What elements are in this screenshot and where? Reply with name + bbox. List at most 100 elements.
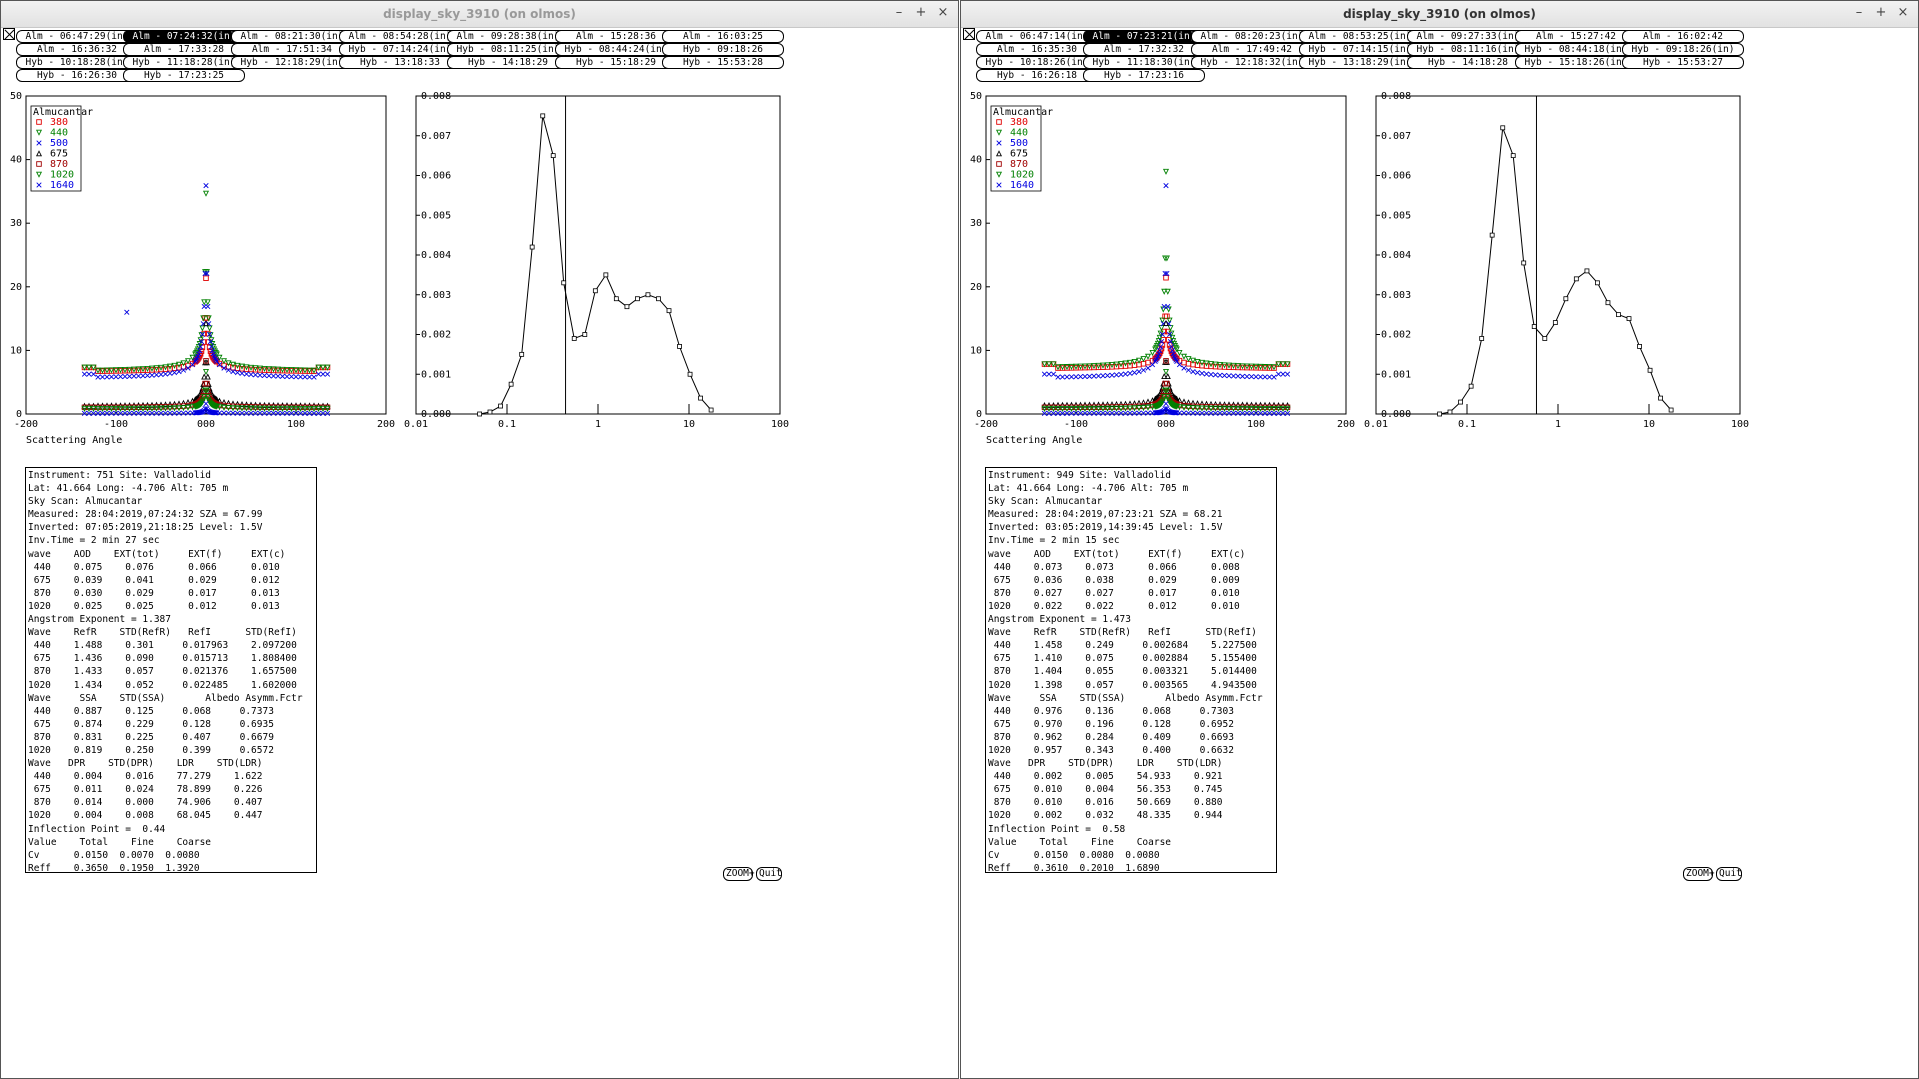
scan-button[interactable]: Alm - 08:54:28(in): [339, 30, 461, 43]
scan-button[interactable]: Hyb - 09:18:26: [662, 43, 784, 56]
zoom-button[interactable]: ZOOM+: [723, 867, 755, 881]
scan-button[interactable]: Alm - 09:28:38(in): [447, 30, 569, 43]
window-menu-icon[interactable]: [3, 28, 15, 40]
data-point: [283, 405, 291, 412]
scan-button[interactable]: Hyb - 10:18:28(in): [16, 56, 138, 69]
scan-button[interactable]: Hyb - 15:18:29: [555, 56, 677, 69]
scan-button[interactable]: Alm - 17:32:32: [1083, 43, 1205, 56]
result-line: 1020 1.398 0.057 0.003565 4.943500: [988, 679, 1257, 691]
scan-button[interactable]: Alm - 16:03:25: [662, 30, 784, 43]
title-bar[interactable]: display_sky_3910 (on olmos) – + ×: [1, 1, 958, 28]
result-line: Wave DPR STD(DPR) LDR STD(LDR): [28, 758, 263, 770]
scan-button[interactable]: Alm - 08:53:25(in): [1299, 30, 1421, 43]
scan-button[interactable]: Hyb - 08:11:16(in): [1407, 43, 1529, 56]
scan-button[interactable]: Hyb - 08:11:25(in): [447, 43, 569, 56]
data-point: [86, 371, 92, 377]
scan-button[interactable]: Hyb - 11:18:28(in): [123, 56, 245, 69]
scan-button[interactable]: Alm - 08:21:30(in): [231, 30, 353, 43]
scan-button[interactable]: Alm - 16:36:32: [16, 43, 138, 56]
data-point: [1280, 410, 1286, 416]
close-icon[interactable]: ×: [937, 5, 949, 20]
data-point: [103, 367, 111, 374]
data-point: [1104, 405, 1111, 412]
y-tick-label: 0.001: [421, 369, 451, 380]
result-line: 1020 0.004 0.008 68.045 0.447: [28, 810, 263, 822]
data-point: [1140, 367, 1147, 373]
scan-button[interactable]: Alm - 16:02:42: [1622, 30, 1744, 43]
title-bar[interactable]: display_sky_3910 (on olmos) – + ×: [961, 1, 1918, 28]
data-point: [1140, 399, 1147, 406]
zoom-button[interactable]: ZOOM+: [1683, 867, 1715, 881]
data-point: [243, 371, 250, 377]
close-icon[interactable]: ×: [1897, 5, 1909, 20]
scan-button[interactable]: Hyb - 12:18:29(in): [231, 56, 353, 69]
scan-button[interactable]: Hyb - 14:18:29: [447, 56, 569, 69]
scan-button[interactable]: Hyb - 08:44:24(in): [555, 43, 677, 56]
scan-button[interactable]: Alm - 17:49:42: [1191, 43, 1313, 56]
result-line: 1020 0.002 0.032 48.335 0.944: [988, 810, 1223, 822]
scan-button[interactable]: Hyb - 09:18:26(in): [1622, 43, 1744, 56]
scan-button[interactable]: Alm - 06:47:14(in): [976, 30, 1098, 43]
quit-button[interactable]: Quit: [1716, 867, 1742, 881]
scan-button[interactable]: Hyb - 11:18:30(in): [1083, 56, 1205, 69]
scan-button[interactable]: Hyb - 07:14:15(in): [1299, 43, 1421, 56]
data-point: [189, 354, 196, 361]
x-tick-label: 200: [1337, 419, 1355, 430]
data-point: [1163, 387, 1170, 394]
window-title: display_sky_3910 (on olmos): [1343, 7, 1536, 21]
scan-button[interactable]: Hyb - 17:23:16: [1083, 69, 1205, 82]
scan-button[interactable]: Hyb - 13:18:33: [339, 56, 461, 69]
data-point: [144, 372, 151, 379]
scan-button[interactable]: Alm - 07:23:21(in): [1083, 30, 1205, 43]
scan-button[interactable]: Hyb - 16:26:30: [16, 69, 138, 82]
scan-button[interactable]: Hyb - 17:23:25: [123, 69, 245, 82]
maximize-icon[interactable]: +: [1875, 5, 1887, 20]
scan-button[interactable]: Alm - 15:27:42: [1515, 30, 1637, 43]
data-point: [293, 410, 299, 416]
data-point: [247, 405, 255, 412]
scan-button[interactable]: Alm - 17:33:28: [123, 43, 245, 56]
data-point: [1144, 353, 1152, 360]
data-point: [1207, 405, 1215, 412]
data-point: [1626, 316, 1632, 322]
result-line: Instrument: 949 Site: Valladolid: [988, 470, 1172, 481]
scan-button[interactable]: Hyb - 14:18:28: [1407, 56, 1529, 69]
scan-button[interactable]: Hyb - 07:14:24(in): [339, 43, 461, 56]
scan-button[interactable]: Hyb - 15:53:27: [1622, 56, 1744, 69]
sky-window-right[interactable]: display_sky_3910 (on olmos) – + × Alm - 06:4…: [960, 0, 1919, 1079]
scan-button[interactable]: Hyb - 15:18:26(in): [1515, 56, 1637, 69]
scan-button[interactable]: Hyb - 10:18:26(in): [976, 56, 1098, 69]
scan-button[interactable]: Alm - 15:28:36: [555, 30, 677, 43]
scan-button[interactable]: Alm - 06:47:29(in): [16, 30, 138, 43]
quit-button[interactable]: Quit: [756, 867, 782, 881]
scan-button[interactable]: Hyb - 15:53:28: [662, 56, 784, 69]
scan-button[interactable]: Alm - 09:27:33(in): [1407, 30, 1529, 43]
minimize-icon[interactable]: –: [1855, 5, 1863, 20]
data-point: [1126, 405, 1134, 412]
data-point: [81, 371, 88, 377]
data-point: [279, 405, 286, 412]
y-tick-label: 20: [970, 282, 982, 293]
data-point: [1542, 336, 1548, 341]
scan-button[interactable]: Alm - 16:35:30: [976, 43, 1098, 56]
data-point: [1647, 367, 1653, 373]
scan-button[interactable]: Hyb - 12:18:32(in): [1191, 56, 1313, 69]
maximize-icon[interactable]: +: [915, 5, 927, 20]
scan-button[interactable]: Alm - 17:51:34: [231, 43, 353, 56]
sky-window-left[interactable]: display_sky_3910 (on olmos) – + × Alm - 06:4…: [0, 0, 959, 1079]
data-point: [204, 299, 211, 306]
scan-button[interactable]: Alm - 08:20:23(in): [1191, 30, 1313, 43]
data-point: [117, 373, 124, 380]
data-point: [315, 405, 322, 412]
data-point: [1216, 405, 1224, 412]
scan-button[interactable]: Hyb - 08:44:18(in): [1515, 43, 1637, 56]
result-line: Inflection Point = 0.44: [28, 823, 166, 835]
data-point: [1055, 374, 1061, 380]
minimize-icon[interactable]: –: [895, 5, 903, 20]
scan-button[interactable]: Hyb - 13:18:29(in): [1299, 56, 1421, 69]
scan-button[interactable]: Alm - 07:24:32(in): [123, 30, 245, 43]
window-menu-icon[interactable]: [963, 28, 975, 40]
data-point: [283, 366, 291, 374]
scan-button[interactable]: Hyb - 16:26:18: [976, 69, 1098, 82]
